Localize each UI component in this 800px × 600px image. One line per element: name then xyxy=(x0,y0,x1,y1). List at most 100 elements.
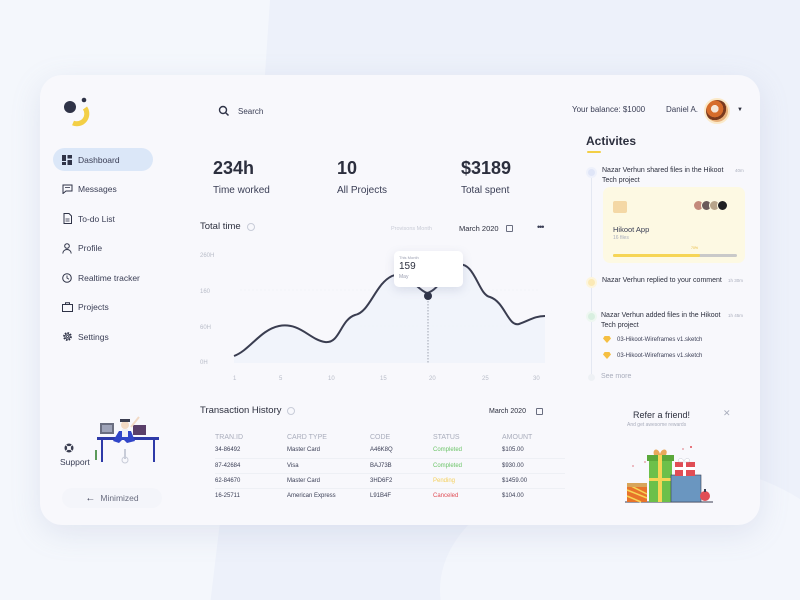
app-logo xyxy=(64,97,90,127)
chart-highlight-point[interactable] xyxy=(424,292,432,300)
sidebar-item-label: Dashboard xyxy=(78,154,120,165)
amount: $1459.00 xyxy=(502,473,565,489)
search-input[interactable]: Search xyxy=(238,106,264,116)
table-row[interactable]: 87-42684 Visa BAJ73B Completed $930.00 xyxy=(215,458,565,474)
activity-text: Nazar Verhun replied to your comment xyxy=(602,277,722,284)
sidebar-item-label: Projects xyxy=(78,302,109,312)
more-options-icon[interactable]: ••• xyxy=(537,222,545,232)
title-underline xyxy=(587,151,601,153)
stat-value: $3189 xyxy=(461,158,512,178)
stat-label: All Projects xyxy=(337,185,388,196)
code: BAJ73B xyxy=(370,458,433,474)
minimized-label: Minimized xyxy=(100,493,139,503)
tran-id: 87-42684 xyxy=(215,458,287,474)
file-name: 03-Hikoot-Wireframes v1.sketch xyxy=(617,352,703,359)
support-button[interactable]: Support xyxy=(60,443,90,467)
sidebar-item-label: Realtime tracker xyxy=(78,272,140,283)
table-row[interactable]: 16-25711 American Express L91B4F Cancele… xyxy=(215,488,565,503)
status-badge: Completed xyxy=(433,443,502,459)
timeline-line xyxy=(591,172,592,377)
stat-value: 10 xyxy=(337,158,358,178)
project-file-count: 16 files xyxy=(613,235,629,241)
sidebar-item-profile[interactable]: Profile xyxy=(53,237,153,260)
column-header: TRAN.ID xyxy=(215,433,243,441)
file-name: 03-Hikoot-Wireframes v1.sketch xyxy=(617,336,703,343)
project-name: Hikoot App xyxy=(613,225,650,234)
info-icon[interactable] xyxy=(246,222,255,231)
column-header: CARD TYPE xyxy=(287,433,327,441)
chevron-down-icon[interactable]: ▼ xyxy=(737,107,743,113)
table-header-row: TRAN.ID CARD TYPE CODE STATUS AMOUNT xyxy=(215,431,565,443)
sidebar-item-realtime-tracker[interactable]: Realtime tracker xyxy=(53,266,153,289)
activity-time: 1h 30m xyxy=(728,278,744,283)
balance-label: Your balance: $1000 xyxy=(572,105,646,114)
file-item[interactable]: 03-Hikoot-Wireframes v1.sketch xyxy=(603,336,702,343)
x-tick: 15 xyxy=(380,376,387,382)
tran-id: 34-86492 xyxy=(215,443,287,459)
transactions-table: TRAN.ID CARD TYPE CODE STATUS AMOUNT 34-… xyxy=(215,431,565,503)
chart-tooltip: This Month 159 May xyxy=(394,251,463,287)
file-item[interactable]: 03-Hikoot-Wireframes v1.sketch xyxy=(603,352,702,359)
code: L91B4F xyxy=(370,492,392,499)
calendar-icon[interactable] xyxy=(536,408,543,415)
sidebar-item-dashboard[interactable]: Dashboard xyxy=(53,148,153,171)
tran-id: 62-84670 xyxy=(215,473,287,489)
activity-text: Nazar Verhun shared files in the Hikoot … xyxy=(602,167,724,184)
arrow-left-icon: ← xyxy=(85,492,96,504)
minimize-sidebar-button[interactable]: ← Minimized xyxy=(62,488,162,508)
transactions-month-selector[interactable]: March 2020 xyxy=(489,408,526,415)
timeline-dot xyxy=(588,169,595,176)
code: 3HD6F2 xyxy=(370,473,433,489)
calendar-icon[interactable] xyxy=(506,225,513,232)
x-tick: 25 xyxy=(482,376,489,382)
sketch-file-icon xyxy=(603,352,611,359)
status-badge: Canceled xyxy=(433,492,459,499)
x-tick: 30 xyxy=(533,376,540,382)
close-icon[interactable]: ✕ xyxy=(723,408,731,418)
user-icon xyxy=(61,242,73,254)
timeline-dot xyxy=(588,374,595,381)
sidebar-item-messages[interactable]: Messages xyxy=(53,178,153,201)
gear-icon xyxy=(61,331,73,343)
activity-time: 40m xyxy=(735,168,744,173)
month-selector[interactable]: March 2020 xyxy=(459,224,499,233)
column-header: AMOUNT xyxy=(502,433,533,441)
project-card[interactable]: Hikoot App 16 files 70% xyxy=(603,187,745,263)
previous-month-button[interactable]: Provisons Month xyxy=(391,226,432,232)
transactions-title-text: Transaction History xyxy=(200,405,282,416)
tooltip-caption: This Month xyxy=(399,255,419,260)
stat-value: 234h xyxy=(213,158,255,178)
stat-label: Total spent xyxy=(461,185,510,196)
document-icon xyxy=(61,213,73,225)
y-tick: 0H xyxy=(200,360,208,366)
chart-title-text: Total time xyxy=(200,221,241,232)
info-icon[interactable] xyxy=(287,406,296,415)
table-row[interactable]: 34-86492 Master Card A46K8Q Completed $1… xyxy=(215,443,565,459)
sidebar-item-settings[interactable]: Settings xyxy=(53,325,153,348)
dashboard-icon xyxy=(61,154,73,166)
x-tick: 5 xyxy=(279,376,283,382)
sidebar-item-todo[interactable]: To-do List xyxy=(53,207,153,230)
tooltip-label: May xyxy=(399,274,409,280)
timeline-dot xyxy=(588,279,595,286)
stat-time-worked: 234h Time worked xyxy=(213,158,270,196)
refer-title: Refer a friend! xyxy=(633,410,691,420)
progress-label: 70% xyxy=(691,246,699,250)
x-tick: 10 xyxy=(328,376,335,382)
gifts-illustration xyxy=(625,446,713,503)
tran-id: 16-25711 xyxy=(215,492,240,499)
sidebar-item-label: Messages xyxy=(78,184,117,194)
card-type: Master Card xyxy=(287,443,370,459)
total-time-chart: 260H 160 60H 0H 1 5 10 15 20 25 30 xyxy=(200,253,546,382)
sidebar-item-label: To-do List xyxy=(78,213,115,224)
user-name[interactable]: Daniel A. xyxy=(666,105,699,114)
sketch-file-icon xyxy=(603,336,611,343)
search-bar[interactable]: Search xyxy=(210,100,545,122)
project-members xyxy=(693,200,728,211)
see-more-link[interactable]: See more xyxy=(601,373,632,380)
avatar[interactable] xyxy=(704,98,730,124)
sidebar-item-projects[interactable]: Projects xyxy=(53,296,153,319)
tooltip-value: 159 xyxy=(399,261,416,272)
progress-bar xyxy=(613,254,737,257)
table-row[interactable]: 62-84670 Master Card 3HD6F2 Pending $145… xyxy=(215,473,565,489)
